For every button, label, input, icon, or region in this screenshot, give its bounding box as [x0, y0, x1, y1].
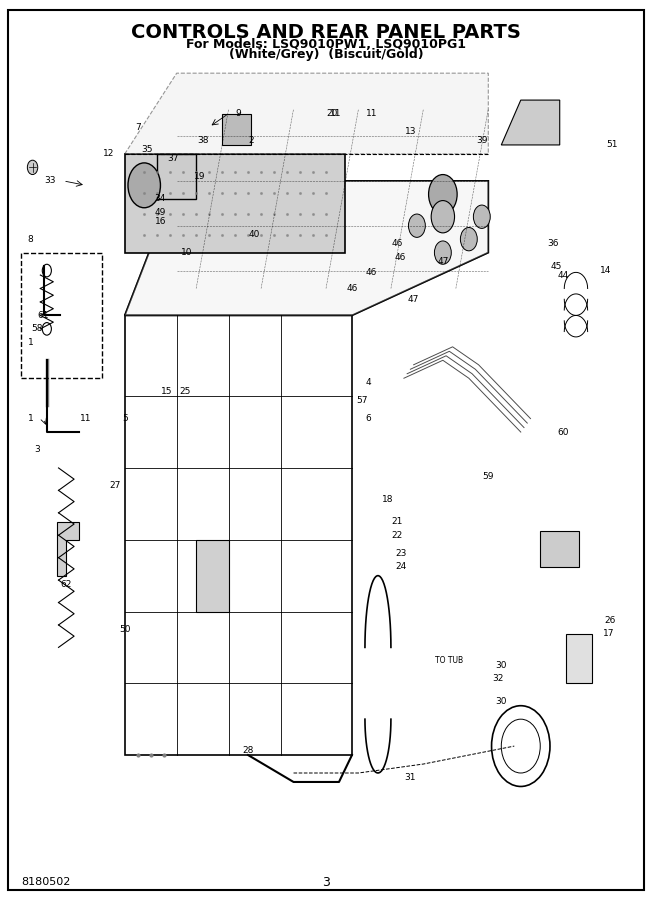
Text: 30: 30 — [496, 697, 507, 706]
Text: 37: 37 — [168, 154, 179, 163]
Text: 28: 28 — [243, 746, 254, 755]
Text: TO TUB: TO TUB — [436, 656, 464, 665]
Polygon shape — [501, 100, 559, 145]
Text: 22: 22 — [392, 531, 403, 540]
Text: 1: 1 — [28, 338, 33, 346]
Text: 45: 45 — [551, 262, 562, 271]
Text: 59: 59 — [482, 472, 494, 482]
Text: 18: 18 — [382, 495, 393, 504]
Text: 24: 24 — [395, 562, 406, 572]
Text: 16: 16 — [155, 217, 166, 226]
Bar — [21, 253, 102, 378]
Text: 11: 11 — [366, 109, 378, 118]
Text: 33: 33 — [44, 176, 56, 185]
Text: 13: 13 — [405, 127, 416, 136]
Text: 9: 9 — [235, 109, 241, 118]
Text: For Models: LSQ9010PW1, LSQ9010PG1: For Models: LSQ9010PW1, LSQ9010PG1 — [186, 38, 466, 51]
Text: 8: 8 — [28, 235, 33, 244]
Text: 46: 46 — [366, 268, 377, 277]
Bar — [566, 634, 592, 683]
Text: 34: 34 — [155, 194, 166, 203]
Text: 46: 46 — [395, 253, 406, 262]
Text: 7: 7 — [135, 122, 141, 131]
Circle shape — [27, 160, 38, 175]
Bar — [157, 154, 196, 199]
Text: 15: 15 — [161, 387, 173, 396]
Text: 40: 40 — [249, 230, 260, 239]
Circle shape — [428, 175, 457, 214]
Text: 3: 3 — [34, 446, 40, 454]
Bar — [541, 531, 579, 567]
Text: 36: 36 — [548, 239, 559, 248]
Text: 49: 49 — [155, 208, 166, 217]
Text: 46: 46 — [346, 284, 358, 293]
Text: 25: 25 — [179, 387, 191, 396]
Circle shape — [460, 228, 477, 251]
Text: 39: 39 — [476, 136, 488, 145]
Text: 1: 1 — [28, 414, 33, 423]
Text: 21: 21 — [392, 518, 403, 526]
Text: 6: 6 — [365, 414, 371, 423]
Text: 50: 50 — [119, 625, 130, 634]
Text: 26: 26 — [604, 616, 615, 625]
Text: 11: 11 — [80, 414, 91, 423]
Text: 60: 60 — [557, 428, 569, 436]
Text: 27: 27 — [110, 482, 121, 490]
Polygon shape — [125, 181, 488, 315]
Text: 14: 14 — [599, 266, 611, 275]
Text: 11: 11 — [330, 109, 342, 118]
Text: 31: 31 — [405, 773, 416, 782]
Polygon shape — [125, 73, 488, 154]
Text: 47: 47 — [408, 295, 419, 304]
Bar — [222, 113, 251, 145]
Text: 8180502: 8180502 — [21, 878, 70, 887]
Circle shape — [128, 163, 160, 208]
Polygon shape — [125, 154, 346, 253]
Text: 4: 4 — [365, 378, 371, 387]
Text: 44: 44 — [557, 271, 569, 280]
Text: (White/Grey)  (Biscuit/Gold): (White/Grey) (Biscuit/Gold) — [229, 48, 423, 61]
Text: 30: 30 — [496, 661, 507, 670]
Text: 35: 35 — [141, 145, 153, 154]
Text: 19: 19 — [194, 172, 205, 181]
Polygon shape — [57, 522, 80, 576]
Circle shape — [408, 214, 425, 238]
Text: 32: 32 — [492, 674, 504, 683]
Text: 20: 20 — [327, 109, 338, 118]
Text: 3: 3 — [322, 876, 330, 889]
Text: 23: 23 — [395, 549, 406, 558]
Text: CONTROLS AND REAR PANEL PARTS: CONTROLS AND REAR PANEL PARTS — [131, 23, 521, 42]
Text: 10: 10 — [181, 248, 192, 257]
Text: 38: 38 — [197, 136, 209, 145]
Bar — [196, 540, 229, 611]
Text: 61: 61 — [38, 310, 50, 320]
Text: 58: 58 — [31, 324, 43, 333]
Text: 5: 5 — [122, 414, 128, 423]
Circle shape — [431, 201, 454, 233]
Circle shape — [434, 241, 451, 265]
Text: 2: 2 — [248, 136, 254, 145]
Circle shape — [473, 205, 490, 229]
Text: 12: 12 — [103, 149, 114, 158]
Text: 47: 47 — [437, 257, 449, 266]
Text: 17: 17 — [602, 629, 614, 638]
Text: 51: 51 — [606, 140, 617, 149]
Text: 46: 46 — [392, 239, 403, 248]
Text: 57: 57 — [356, 396, 368, 405]
Text: 62: 62 — [61, 580, 72, 590]
